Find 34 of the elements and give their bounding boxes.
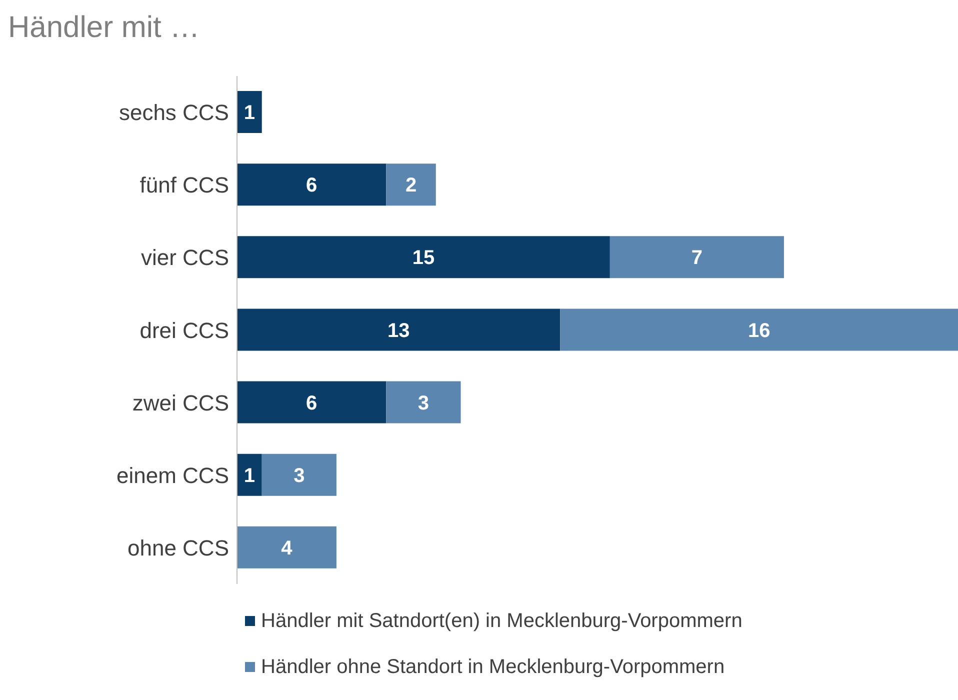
bar	[237, 91, 262, 133]
bar	[560, 308, 958, 351]
data-label: 1	[244, 464, 255, 487]
bar	[610, 236, 784, 278]
bar	[386, 164, 436, 206]
data-label: 15	[412, 247, 435, 270]
bar	[237, 308, 560, 351]
y-tick-label: ohne CCS	[127, 536, 229, 561]
y-tick-label: drei CCS	[140, 318, 229, 343]
y-tick-label: fünf CCS	[140, 172, 229, 198]
bar	[237, 164, 386, 206]
data-label: 3	[418, 392, 430, 414]
y-tick-label: zwei CCS	[132, 390, 229, 416]
bar	[237, 381, 386, 424]
chart-title: Händler mit …	[8, 10, 201, 46]
data-label: 6	[306, 174, 318, 197]
bar	[237, 526, 336, 568]
bar	[237, 454, 262, 496]
data-label: 6	[306, 392, 318, 414]
bar	[237, 236, 610, 278]
y-tick-label: einem CCS	[116, 462, 229, 488]
bar	[262, 454, 336, 496]
data-label: 3	[294, 464, 305, 487]
data-label: 2	[405, 174, 417, 197]
data-label: 1	[244, 102, 255, 124]
legend-label: Händler mit Satndort(en) in Mecklenburg-Vorpommern	[261, 610, 742, 632]
data-label: 4	[281, 538, 294, 560]
bar	[386, 381, 461, 424]
data-label: 16	[748, 320, 770, 342]
data-label: 13	[387, 320, 410, 342]
y-tick-label: vier CCS	[140, 245, 229, 270]
y-tick-label: sechs CCS	[118, 100, 229, 126]
data-label: 7	[691, 247, 703, 270]
legend-label: Händler ohne Standort in Mecklenburg-Vorpommern	[261, 656, 725, 678]
